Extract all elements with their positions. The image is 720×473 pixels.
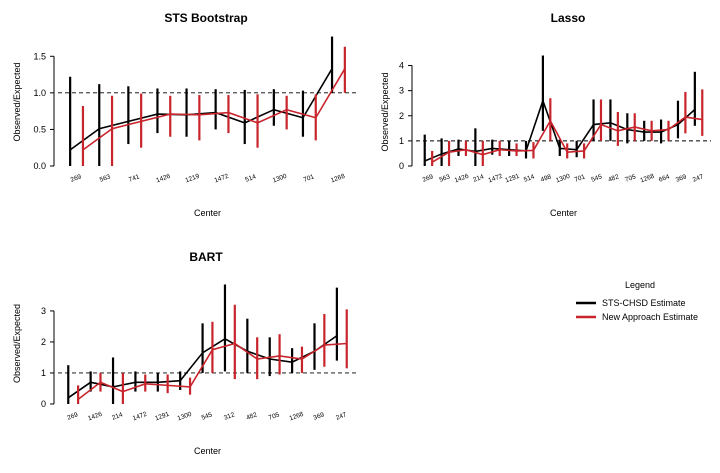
sts-bootstrap-y-axis-label: Observed/Expected bbox=[12, 62, 22, 141]
sts-bootstrap-x-tick-label: 1219 bbox=[184, 173, 200, 185]
bart-x-tick-label: 214 bbox=[111, 411, 124, 421]
bart-y-axis-label: Observed/Expected bbox=[12, 304, 22, 383]
lasso-x-tick-label: 705 bbox=[624, 173, 637, 183]
bart-y-tick-label: 0 bbox=[41, 399, 46, 409]
sts-bootstrap-sts-chsd-line bbox=[69, 68, 333, 151]
sts-bootstrap-x-tick-label: 269 bbox=[70, 173, 83, 183]
sts-bootstrap-x-tick-label: 1472 bbox=[214, 173, 230, 185]
lasso-x-tick-label: 514 bbox=[523, 173, 536, 183]
bart-x-tick-label: 1268 bbox=[289, 411, 305, 423]
lasso-x-tick-label: 247 bbox=[692, 173, 705, 183]
lasso-x-tick-label: 1291 bbox=[504, 173, 520, 185]
sts-bootstrap-title: STS Bootstrap bbox=[164, 11, 247, 25]
sts-bootstrap-x-axis-label: Center bbox=[194, 208, 221, 218]
lasso-y-axis-label: Observed/Expected bbox=[380, 72, 390, 151]
lasso-x-tick-label: 482 bbox=[607, 173, 620, 183]
panel-lasso: Lasso 0 1 2 3 4 Observed/Expected 269 563 1426 214… bbox=[380, 11, 711, 218]
sts-bootstrap-new-approach-line bbox=[82, 68, 346, 151]
bart-title: BART bbox=[189, 250, 223, 264]
lasso-y-tick-label: 4 bbox=[399, 61, 404, 71]
lasso-title: Lasso bbox=[551, 11, 586, 25]
legend: Legend STS-CHSD Estimate New Approach Es… bbox=[576, 280, 698, 322]
sts-bootstrap-x-tick-label: 741 bbox=[128, 173, 141, 183]
sts-bootstrap-x-tick-label: 1268 bbox=[330, 173, 346, 185]
bart-x-tick-label: 247 bbox=[335, 411, 348, 421]
bart-x-tick-label: 482 bbox=[245, 411, 258, 421]
bart-y-tick-label: 1 bbox=[41, 368, 46, 378]
lasso-x-tick-label: 1426 bbox=[454, 173, 470, 185]
lasso-x-axis-label: Center bbox=[550, 208, 577, 218]
lasso-x-tick-label: 1300 bbox=[555, 173, 571, 185]
bart-x-tick-label: 1291 bbox=[154, 411, 170, 423]
lasso-x-tick-label: 369 bbox=[675, 173, 688, 183]
lasso-y-tick-label: 3 bbox=[399, 86, 404, 96]
lasso-x-tick-label: 545 bbox=[590, 173, 603, 183]
sts-bootstrap-y-tick-label: 0.5 bbox=[33, 124, 46, 134]
sts-bootstrap-y-tick-label: 1.0 bbox=[33, 88, 46, 98]
bart-x-tick-label: 369 bbox=[313, 411, 326, 421]
lasso-x-tick-label: 701 bbox=[574, 173, 587, 183]
lasso-x-tick-label: 498 bbox=[540, 173, 553, 183]
sts-bootstrap-x-tick-label: 514 bbox=[244, 173, 257, 183]
bart-x-tick-label: 705 bbox=[268, 411, 281, 421]
sts-bootstrap-y-tick-label: 1.5 bbox=[33, 51, 46, 61]
legend-title: Legend bbox=[625, 280, 655, 290]
lasso-y-tick-label: 0 bbox=[399, 161, 404, 171]
sts-bootstrap-x-tick-label: 563 bbox=[99, 173, 112, 183]
panel-sts-bootstrap: STS Bootstrap 0.0 0.5 1.0 1.5 Observed/Expect… bbox=[12, 11, 357, 218]
bart-x-tick-label: 1426 bbox=[87, 411, 103, 423]
bart-x-tick-label: 1300 bbox=[177, 411, 193, 423]
lasso-y-tick-label: 1 bbox=[399, 136, 404, 146]
bart-x-tick-label: 1472 bbox=[132, 411, 148, 423]
bart-y-tick-label: 3 bbox=[41, 306, 46, 316]
sts-bootstrap-x-tick-label: 1300 bbox=[272, 173, 288, 185]
lasso-x-tick-label: 269 bbox=[422, 173, 435, 183]
bart-x-tick-label: 312 bbox=[223, 411, 236, 421]
lasso-x-tick-label: 1268 bbox=[639, 173, 655, 185]
bart-x-axis-label: Center bbox=[194, 446, 221, 456]
bart-y-tick-label: 2 bbox=[41, 337, 46, 347]
legend-label-new-approach: New Approach Estimate bbox=[602, 312, 698, 322]
sts-bootstrap-x-tick-label: 701 bbox=[303, 173, 316, 183]
sts-bootstrap-y-tick-label: 0.0 bbox=[33, 161, 46, 171]
lasso-x-tick-label: 664 bbox=[658, 173, 671, 183]
bart-x-tick-label: 545 bbox=[201, 411, 214, 421]
lasso-x-tick-label: 1472 bbox=[487, 173, 503, 185]
legend-label-sts-chsd: STS-CHSD Estimate bbox=[602, 298, 686, 308]
lasso-x-tick-label: 563 bbox=[439, 173, 452, 183]
bart-x-tick-label: 269 bbox=[66, 411, 79, 421]
lasso-x-tick-label: 214 bbox=[472, 173, 485, 183]
sts-bootstrap-x-tick-label: 1426 bbox=[155, 173, 171, 185]
panel-bart: BART 0 1 2 3 Observed/Expected 269 1426 214 1472 1… bbox=[12, 250, 357, 456]
lasso-y-tick-label: 2 bbox=[399, 111, 404, 121]
